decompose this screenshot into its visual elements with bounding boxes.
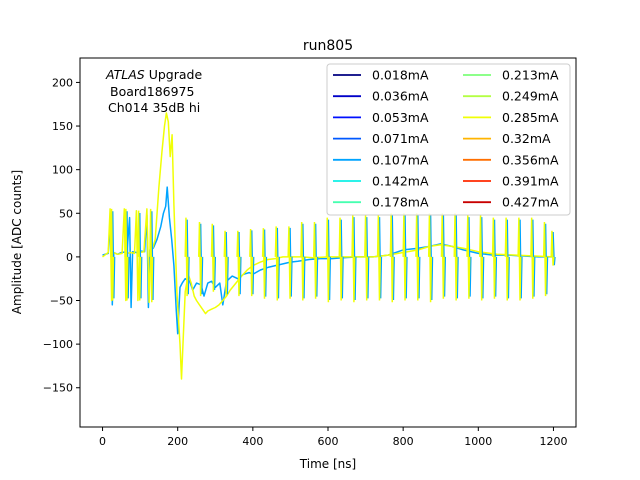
legend-label: 0.107mA bbox=[372, 152, 429, 167]
x-axis-label: Time [ns] bbox=[299, 457, 356, 471]
legend-box bbox=[326, 63, 571, 216]
legend-label: 0.285mA bbox=[502, 110, 559, 125]
spike-mark bbox=[197, 221, 203, 297]
y-axis-ticks: −150 −100 −50 0 50 100 150 200 bbox=[43, 76, 80, 395]
spike-mark bbox=[249, 228, 254, 297]
spike-mark bbox=[530, 217, 535, 299]
y-tick-label: 50 bbox=[59, 207, 73, 220]
annotation-line-2: Board186975 bbox=[110, 84, 194, 99]
legend-label: 0.249mA bbox=[502, 89, 559, 104]
legend-label: 0.213mA bbox=[502, 68, 559, 83]
spike-mark bbox=[124, 208, 129, 301]
spike-mark bbox=[479, 215, 484, 301]
spike-mark bbox=[261, 228, 266, 299]
spike-mark bbox=[338, 217, 343, 301]
y-tick-label: 100 bbox=[52, 164, 73, 177]
x-tick-label: 600 bbox=[318, 435, 339, 448]
spike-mark bbox=[184, 217, 189, 297]
legend-label: 0.356mA bbox=[502, 152, 559, 167]
spike-mark bbox=[427, 213, 433, 303]
y-tick-label: −50 bbox=[50, 295, 73, 308]
legend-label: 0.427mA bbox=[502, 195, 559, 210]
x-tick-label: 0 bbox=[99, 435, 106, 448]
y-tick-label: −150 bbox=[43, 382, 73, 395]
y-tick-label: 0 bbox=[66, 251, 73, 264]
x-tick-label: 800 bbox=[393, 435, 414, 448]
x-tick-label: 1200 bbox=[539, 435, 567, 448]
spike-mark bbox=[491, 217, 496, 299]
x-tick-label: 400 bbox=[242, 435, 263, 448]
spike-mark bbox=[402, 213, 407, 301]
y-tick-label: 200 bbox=[52, 76, 73, 89]
x-axis-ticks: 0 200 400 600 800 1000 1200 bbox=[99, 427, 567, 448]
spike-mark bbox=[466, 215, 471, 299]
spike-mark bbox=[376, 215, 381, 301]
legend-label: 0.142mA bbox=[372, 174, 429, 189]
spike-mark bbox=[137, 210, 142, 301]
spike-mark bbox=[210, 223, 215, 292]
spike-mark bbox=[542, 221, 548, 297]
spike-mark bbox=[517, 217, 522, 301]
spike-mark bbox=[110, 208, 115, 301]
spike-mark bbox=[550, 230, 555, 266]
spike-mark bbox=[300, 221, 305, 301]
spike-mark bbox=[223, 230, 228, 297]
spike-mark bbox=[274, 226, 279, 301]
legend-label: 0.053mA bbox=[372, 110, 429, 125]
spike-mark bbox=[364, 215, 369, 301]
x-tick-label: 200 bbox=[167, 435, 188, 448]
legend: 0.018mA 0.036mA 0.053mA 0.071mA 0.107mA 0.142… bbox=[326, 63, 571, 216]
legend-label: 0.018mA bbox=[372, 68, 429, 83]
spike-mark bbox=[149, 208, 154, 303]
annotation-line-1: ATLAS Upgrade bbox=[105, 67, 202, 82]
legend-label: 0.32mA bbox=[502, 131, 551, 146]
legend-label: 0.178mA bbox=[372, 195, 429, 210]
atlas-annotation: ATLAS Upgrade Board186975 Ch014 35dB hi bbox=[105, 67, 202, 115]
legend-label: 0.391mA bbox=[502, 174, 559, 189]
spike-mark bbox=[415, 213, 420, 301]
spike-mark bbox=[389, 213, 394, 303]
chart-title: run805 bbox=[303, 38, 353, 54]
y-tick-label: −100 bbox=[43, 338, 73, 351]
y-axis-label: Amplitude [ADC counts] bbox=[10, 170, 24, 314]
annotation-atlas: ATLAS bbox=[105, 67, 145, 82]
spike-mark bbox=[312, 221, 318, 299]
spike-mark bbox=[453, 213, 458, 301]
legend-label: 0.071mA bbox=[372, 131, 429, 146]
spike-mark bbox=[236, 230, 241, 297]
plot-traces bbox=[102, 112, 556, 380]
spike-mark bbox=[287, 226, 292, 299]
y-tick-label: 150 bbox=[52, 120, 73, 133]
spike-mark bbox=[504, 217, 509, 301]
spike-mark bbox=[440, 213, 445, 299]
annotation-line-3: Ch014 35dB hi bbox=[108, 100, 200, 115]
legend-label: 0.036mA bbox=[372, 89, 429, 104]
spike-mark bbox=[325, 217, 330, 303]
x-tick-label: 1000 bbox=[464, 435, 492, 448]
spike-mark bbox=[351, 215, 356, 303]
annotation-upgrade: Upgrade bbox=[145, 67, 203, 82]
